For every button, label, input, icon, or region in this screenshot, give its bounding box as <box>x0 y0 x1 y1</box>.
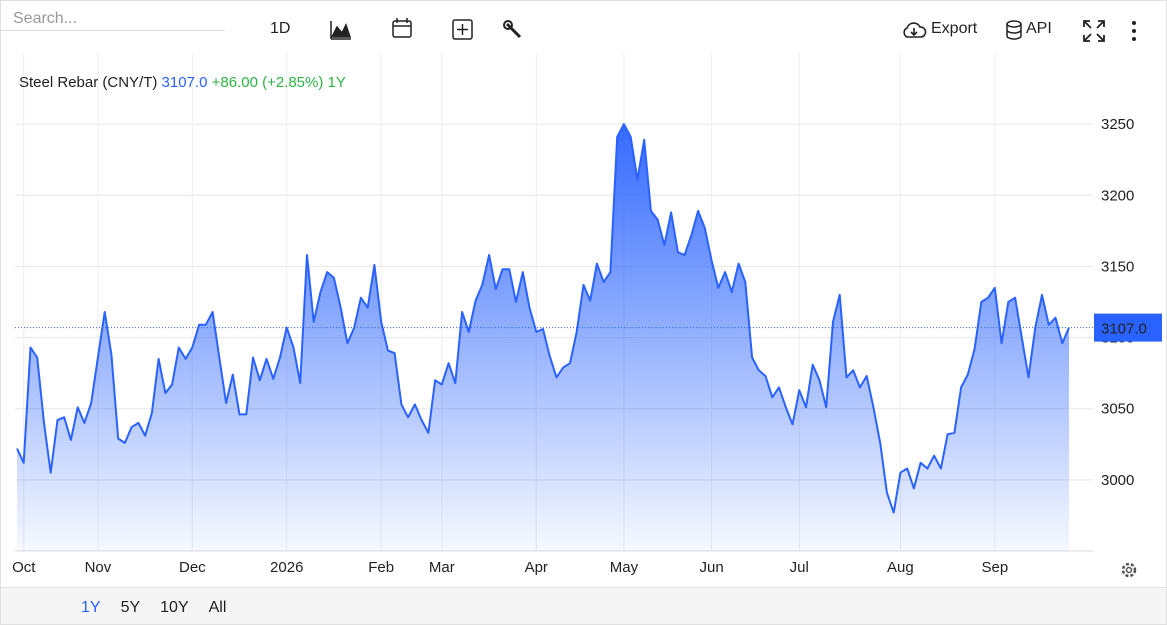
x-tick-label: 2026 <box>270 559 303 576</box>
export-icon[interactable] <box>901 20 927 40</box>
y-tick-label: 3000 <box>1101 472 1134 489</box>
calendar-icon[interactable] <box>391 17 413 39</box>
range-button[interactable]: All <box>208 599 227 616</box>
price-line <box>16 123 1070 514</box>
x-tick-label: Oct <box>12 559 36 576</box>
settings-icon[interactable] <box>1121 562 1137 578</box>
interval-button[interactable]: 1D <box>270 20 291 37</box>
fullscreen-icon[interactable] <box>1083 20 1105 42</box>
area-fill <box>17 124 1069 551</box>
search-input[interactable]: Search... <box>1 1 225 31</box>
x-tick-label: Nov <box>85 559 112 576</box>
add-icon[interactable] <box>452 19 474 41</box>
menu-icon[interactable] <box>1129 20 1139 42</box>
price: 3107.0 <box>162 74 208 91</box>
range-button[interactable]: 1Y <box>71 588 111 624</box>
period: 1Y <box>328 74 346 91</box>
x-tick-label: Aug <box>887 559 914 576</box>
x-tick-label: Jul <box>790 559 809 576</box>
header: Steel Rebar (CNY/T) 3107.0 +86.00 (+2.85… <box>19 74 346 91</box>
range-button[interactable]: 10Y <box>160 599 189 616</box>
y-tick-label: 3050 <box>1101 401 1134 418</box>
x-tick-label: Jun <box>699 559 723 576</box>
export-button[interactable]: Export <box>931 20 978 37</box>
x-tick-label: Sep <box>981 559 1008 576</box>
range-buttons: 1Y 5Y 10Y All <box>71 588 236 624</box>
x-tick-label: Apr <box>525 559 548 576</box>
last-price-label: 3107.0 <box>1101 321 1147 338</box>
chart-title: Steel Rebar (CNY/T) <box>19 74 157 91</box>
api-button[interactable]: API <box>1026 20 1052 37</box>
chart: Steel Rebar (CNY/T) 3107.0 +86.00 (+2.85… <box>12 53 1162 578</box>
x-tick-label: Dec <box>179 559 206 576</box>
tools-icon[interactable] <box>503 20 525 42</box>
y-tick-label: 3150 <box>1101 258 1134 275</box>
range-button[interactable]: 5Y <box>120 599 141 616</box>
last-price-box <box>1094 313 1162 342</box>
change: +86.00 (+2.85%) <box>212 74 324 91</box>
x-tick-label: May <box>610 559 639 576</box>
range-bar: 1Y 5Y 10Y All <box>1 587 1166 624</box>
x-tick-label: Mar <box>429 559 455 576</box>
x-tick-label: Feb <box>368 559 394 576</box>
y-tick-label: 3250 <box>1101 116 1134 133</box>
chart-type-icon[interactable] <box>329 19 353 41</box>
api-icon[interactable] <box>1005 20 1023 40</box>
y-tick-label: 3200 <box>1101 187 1134 204</box>
